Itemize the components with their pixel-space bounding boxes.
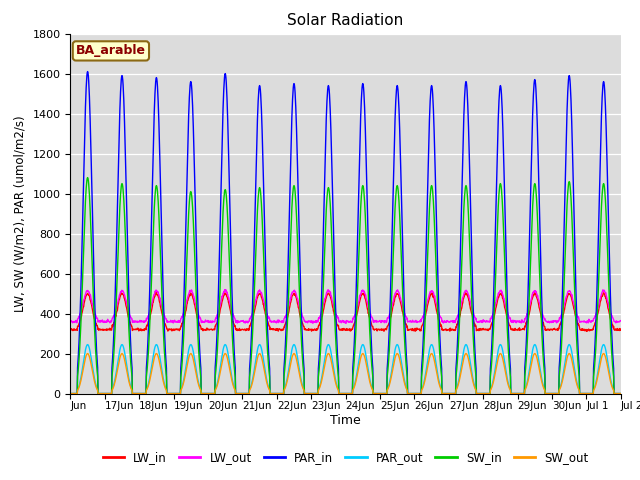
Legend: LW_in, LW_out, PAR_in, PAR_out, SW_in, SW_out: LW_in, LW_out, PAR_in, PAR_out, SW_in, S… [98,446,593,469]
X-axis label: Time: Time [330,414,361,427]
Text: BA_arable: BA_arable [76,44,146,58]
Y-axis label: LW, SW (W/m2), PAR (umol/m2/s): LW, SW (W/m2), PAR (umol/m2/s) [14,115,27,312]
Title: Solar Radiation: Solar Radiation [287,13,404,28]
